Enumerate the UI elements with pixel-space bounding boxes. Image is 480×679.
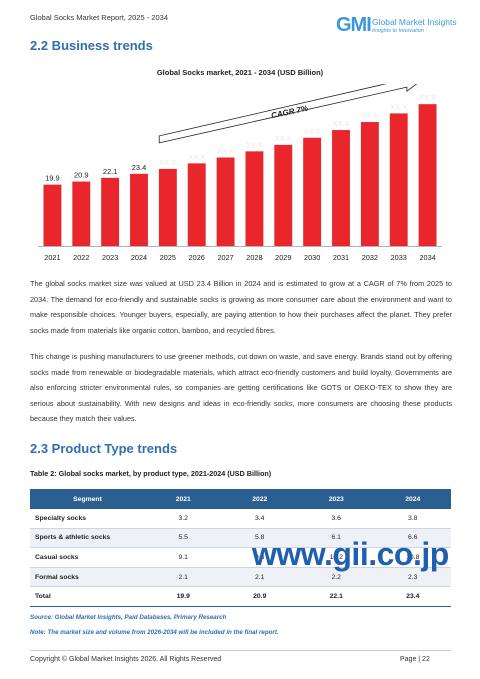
table-cell: 20.9 bbox=[221, 586, 298, 607]
chart-x-tick-label: 2031 bbox=[333, 253, 349, 262]
table-cell: 23.4 bbox=[374, 586, 451, 607]
table-row: Formal socks 2.1 2.1 2.2 2.3 bbox=[30, 567, 451, 588]
table-cell: 6.1 bbox=[298, 528, 375, 549]
table-cell: 2.3 bbox=[374, 567, 451, 588]
table-note: Note: The market size and volume from 20… bbox=[30, 629, 279, 636]
table-cell: 3.2 bbox=[145, 509, 222, 529]
chart-data-label: XX.X bbox=[159, 158, 176, 167]
table-cell: 9.6 bbox=[221, 547, 298, 568]
table-cell: 22.1 bbox=[298, 586, 375, 607]
table-header-cell: 2023 bbox=[298, 489, 375, 509]
table-header-cell: 2021 bbox=[145, 489, 222, 509]
chart-x-tick-label: 2021 bbox=[44, 253, 60, 262]
chart-bar bbox=[360, 122, 379, 246]
chart-data-label: XX.X bbox=[304, 127, 321, 136]
chart-bar bbox=[158, 168, 177, 246]
chart-x-tick-label: 2029 bbox=[275, 253, 291, 262]
chart-data-label: XX.X bbox=[361, 111, 378, 120]
table-cell: 2.1 bbox=[221, 567, 298, 588]
table-cell: Formal socks bbox=[30, 567, 145, 588]
table-cell: 3.6 bbox=[298, 509, 375, 529]
table-header-row: Segment 2021 2022 2023 2024 bbox=[30, 489, 451, 509]
table-cell: Casual socks bbox=[30, 547, 145, 568]
cagr-arrow bbox=[158, 84, 418, 144]
chart-x-tick-label: 2025 bbox=[160, 253, 176, 262]
table-cell: 9.1 bbox=[145, 547, 222, 568]
report-header-title: Global Socks Market Report, 2025 - 2034 bbox=[30, 13, 168, 22]
chart-data-label: XX.X bbox=[217, 147, 234, 156]
footer-page-number: Page | 22 bbox=[400, 656, 430, 663]
chart-data-label: 19.9 bbox=[45, 174, 60, 183]
section-title-product-type-trends: 2.3 Product Type trends bbox=[30, 441, 178, 456]
chart-x-tick-label: 2026 bbox=[189, 253, 205, 262]
chart-x-tick-label: 2027 bbox=[217, 253, 233, 262]
chart-bar bbox=[389, 113, 408, 247]
table-header-cell: 2022 bbox=[221, 489, 298, 509]
chart-bar bbox=[101, 177, 120, 246]
table-cell: 3.4 bbox=[221, 509, 298, 529]
table-cell: 10.8 bbox=[374, 547, 451, 568]
chart-data-label: XX.X bbox=[332, 119, 349, 128]
watermark: www.gii.co.jp bbox=[252, 536, 449, 572]
table-row: Specialty socks 3.2 3.4 3.6 3.8 bbox=[30, 509, 451, 529]
logo-mark: GMI bbox=[336, 14, 372, 36]
table-source: Source: Global Market Insights, Paid Dat… bbox=[30, 614, 227, 621]
product-type-table: Segment 2021 2022 2023 2024 Specialty so… bbox=[30, 489, 451, 607]
market-bar-chart: 19.9 2021 20.9 2022 22.1 2023 23.4 2024 XX.X 2025… bbox=[38, 84, 442, 262]
chart-bar bbox=[72, 181, 91, 246]
chart-data-label: XX.X bbox=[275, 134, 292, 143]
table-cell: Total bbox=[30, 586, 145, 607]
chart-data-label: 20.9 bbox=[74, 171, 89, 180]
chart-data-label: XX.X bbox=[246, 140, 263, 149]
chart-data-label: 23.4 bbox=[132, 163, 147, 172]
chart-data-label: XX.X bbox=[390, 102, 407, 111]
table-caption: Table 2: Global socks market, by product… bbox=[30, 469, 272, 478]
section-title-business-trends: 2.2 Business trends bbox=[30, 38, 153, 53]
table-cell: 3.8 bbox=[374, 509, 451, 529]
chart-bar bbox=[303, 137, 322, 246]
table-row: Casual socks 9.1 9.6 10.2 10.8 bbox=[30, 547, 451, 568]
table-header-cell: 2024 bbox=[374, 489, 451, 509]
footer-divider bbox=[30, 650, 451, 651]
chart-x-tick-label: 2030 bbox=[304, 253, 320, 262]
chart-x-tick-label: 2028 bbox=[246, 253, 262, 262]
chart-bar bbox=[187, 163, 206, 246]
chart-bar bbox=[245, 151, 264, 246]
table-cell: Sports & athletic socks bbox=[30, 528, 145, 549]
chart-x-tick-label: 2024 bbox=[131, 253, 147, 262]
chart-data-label: XX.X bbox=[419, 93, 436, 102]
chart-data-label: 22.1 bbox=[103, 167, 118, 176]
table-cell: 2.2 bbox=[298, 567, 375, 588]
paragraph-manufacturer-shift: This change is pushing manufacturers to … bbox=[30, 352, 452, 423]
chart-bar bbox=[43, 184, 62, 246]
chart-x-tick-label: 2023 bbox=[102, 253, 118, 262]
paragraph-market-size: The global socks market size was valued … bbox=[30, 279, 452, 335]
table-cell: 6.6 bbox=[374, 528, 451, 549]
chart-x-tick-label: 2033 bbox=[391, 253, 407, 262]
chart-x-tick-label: 2034 bbox=[419, 253, 435, 262]
chart-x-tick-label: 2032 bbox=[362, 253, 378, 262]
chart-bar bbox=[216, 157, 235, 246]
chart-x-tick-label: 2022 bbox=[73, 253, 89, 262]
gmi-logo: GMI Global Market Insights Insights to I… bbox=[336, 14, 457, 40]
table-row: Sports & athletic socks 5.5 5.8 6.1 6.6 bbox=[30, 528, 451, 549]
chart-title: Global Socks market, 2021 - 2034 (USD Bi… bbox=[156, 68, 324, 77]
chart-bar bbox=[130, 173, 148, 246]
table-cell: 2.1 bbox=[145, 567, 222, 588]
chart-bar bbox=[332, 130, 350, 246]
logo-name: Global Market Insights bbox=[372, 17, 457, 27]
table-cell: 19.9 bbox=[145, 586, 222, 607]
logo-tagline: Insights to Innovation bbox=[372, 28, 424, 34]
table-cell: 5.5 bbox=[145, 528, 222, 549]
footer-copyright: Copyright © Global Market Insights 2026.… bbox=[30, 656, 222, 663]
chart-bar bbox=[418, 104, 437, 247]
table-cell: 5.8 bbox=[221, 528, 298, 549]
chart-data-label: XX.X bbox=[188, 152, 205, 161]
chart-bar bbox=[274, 144, 293, 246]
table-total-row: Total 19.9 20.9 22.1 23.4 bbox=[30, 586, 451, 607]
table-cell: Specialty socks bbox=[30, 509, 145, 529]
table-cell: 10.2 bbox=[298, 547, 375, 568]
table-header-cell: Segment bbox=[30, 489, 145, 509]
